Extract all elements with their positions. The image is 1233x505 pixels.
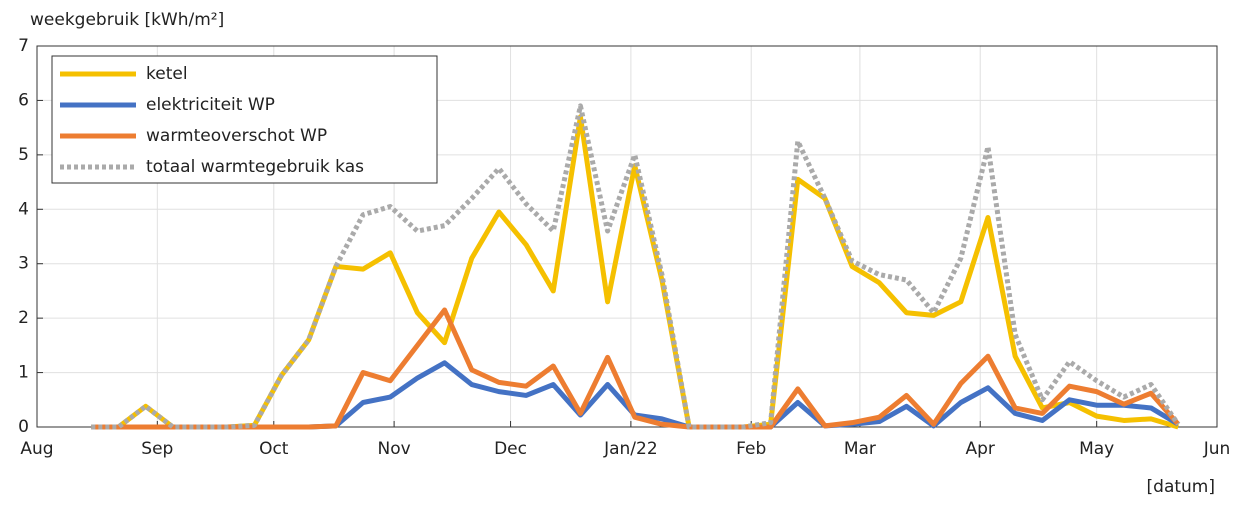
x-axis-label: [datum]	[1147, 477, 1215, 497]
y-tick-label: 7	[18, 36, 29, 56]
x-tick-label: Jan/22	[603, 439, 658, 459]
legend-label: ketel	[146, 64, 188, 84]
x-tick-label: Apr	[966, 439, 995, 459]
y-tick-label: 6	[18, 90, 29, 110]
y-tick-label: 0	[18, 417, 29, 437]
x-tick-label: Sep	[141, 439, 173, 459]
y-axis-label: weekgebruik [kWh/m²]	[30, 10, 224, 30]
x-tick-label: Feb	[736, 439, 766, 459]
data-line	[91, 307, 1181, 430]
legend-label: warmteoverschot WP	[146, 126, 327, 146]
legend-box	[51, 55, 438, 184]
x-tick-label: Dec	[494, 439, 527, 459]
x-tick-label: Jun	[1203, 439, 1231, 459]
x-tick-label: Nov	[378, 439, 411, 459]
legend-label: elektriciteit WP	[146, 95, 275, 115]
x-tick-label: Aug	[20, 439, 53, 459]
x-tick-label: Oct	[259, 439, 289, 459]
y-tick-label: 1	[18, 363, 29, 383]
x-tick-label: May	[1079, 439, 1114, 459]
y-tick-label: 3	[18, 254, 29, 274]
plot-frame	[36, 45, 1218, 428]
x-tick-label: Mar	[844, 439, 876, 459]
legend-label: totaal warmtegebruik kas	[146, 157, 364, 177]
y-tick-label: 5	[18, 145, 29, 165]
y-tick-label: 4	[18, 199, 29, 219]
y-tick-label: 2	[18, 308, 29, 328]
